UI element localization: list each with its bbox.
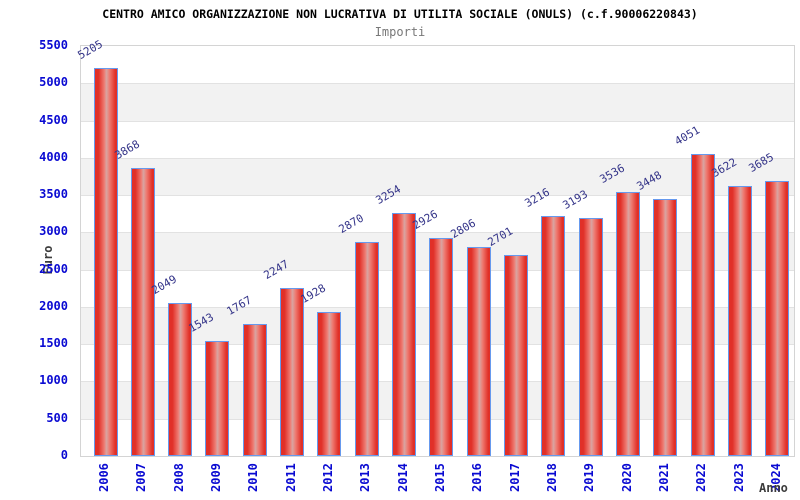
chart-title: CENTRO AMICO ORGANIZZAZIONE NON LUCRATIV…	[102, 7, 698, 21]
bar-2010	[242, 324, 267, 456]
bar-2022	[690, 154, 715, 456]
x-tick-label: 2012	[320, 463, 335, 492]
bar-2016	[466, 247, 491, 456]
x-tick-label: 2023	[731, 463, 746, 492]
gridline	[81, 232, 794, 234]
x-tick-label: 2010	[246, 463, 261, 492]
bar-2012	[317, 312, 342, 456]
plot-band	[81, 120, 794, 158]
bar-2017	[504, 255, 529, 456]
x-tick-label: 2022	[694, 463, 709, 492]
bar-2024	[765, 181, 790, 456]
y-tick-label: 500	[46, 410, 68, 425]
x-tick-label: 2020	[619, 463, 634, 492]
y-tick-label: 5000	[39, 75, 68, 90]
x-tick-label: 2015	[432, 463, 447, 492]
y-tick-label: 1500	[39, 336, 68, 351]
plot-band	[81, 83, 794, 121]
x-tick-label: 2021	[656, 463, 671, 492]
y-tick-label: 0	[60, 448, 68, 462]
x-tick-label: 2009	[208, 463, 223, 492]
y-tick-label: 5500	[39, 38, 68, 52]
bar-2009	[205, 341, 230, 456]
y-tick-label: 1000	[39, 373, 68, 388]
y-tick-label: 3500	[39, 187, 68, 202]
bar-2019	[578, 218, 603, 456]
x-axis-title: Anno	[759, 481, 788, 495]
chart-subtitle: Importi	[374, 25, 426, 39]
x-tick-label: 2017	[507, 463, 522, 492]
y-tick-label: 2500	[39, 261, 68, 276]
bar-2011	[280, 288, 305, 456]
plot-area	[80, 45, 795, 457]
bar-2020	[616, 192, 641, 456]
x-tick-label: 2006	[97, 463, 111, 492]
gridline	[81, 120, 794, 122]
y-tick-label: 4500	[39, 112, 68, 127]
x-tick-label: 2008	[171, 463, 186, 492]
bar-2015	[429, 238, 454, 456]
bar-2021	[653, 199, 678, 456]
x-tick-label: 2011	[283, 463, 298, 492]
bar-2014	[392, 213, 417, 456]
plot-band	[81, 46, 794, 84]
bar-2023	[728, 186, 753, 456]
bar-2008	[168, 303, 193, 456]
x-tick-label: 2016	[470, 463, 485, 492]
gridline	[81, 195, 794, 197]
bar-2018	[541, 216, 566, 456]
bar-2007	[130, 168, 155, 456]
y-tick-label: 4000	[39, 149, 68, 164]
gridline	[81, 157, 794, 159]
bar-2006	[93, 68, 118, 456]
plot-band	[81, 157, 794, 196]
x-tick-label: 2007	[134, 463, 149, 492]
y-tick-label: 2000	[39, 298, 68, 313]
x-tick-label: 2019	[582, 463, 597, 492]
x-tick-label: 2014	[395, 463, 410, 492]
x-tick-label: 2013	[358, 463, 373, 492]
gridline	[81, 83, 794, 85]
bar-2013	[354, 242, 379, 456]
x-tick-label: 2018	[544, 463, 559, 492]
y-tick-label: 3000	[39, 224, 68, 239]
